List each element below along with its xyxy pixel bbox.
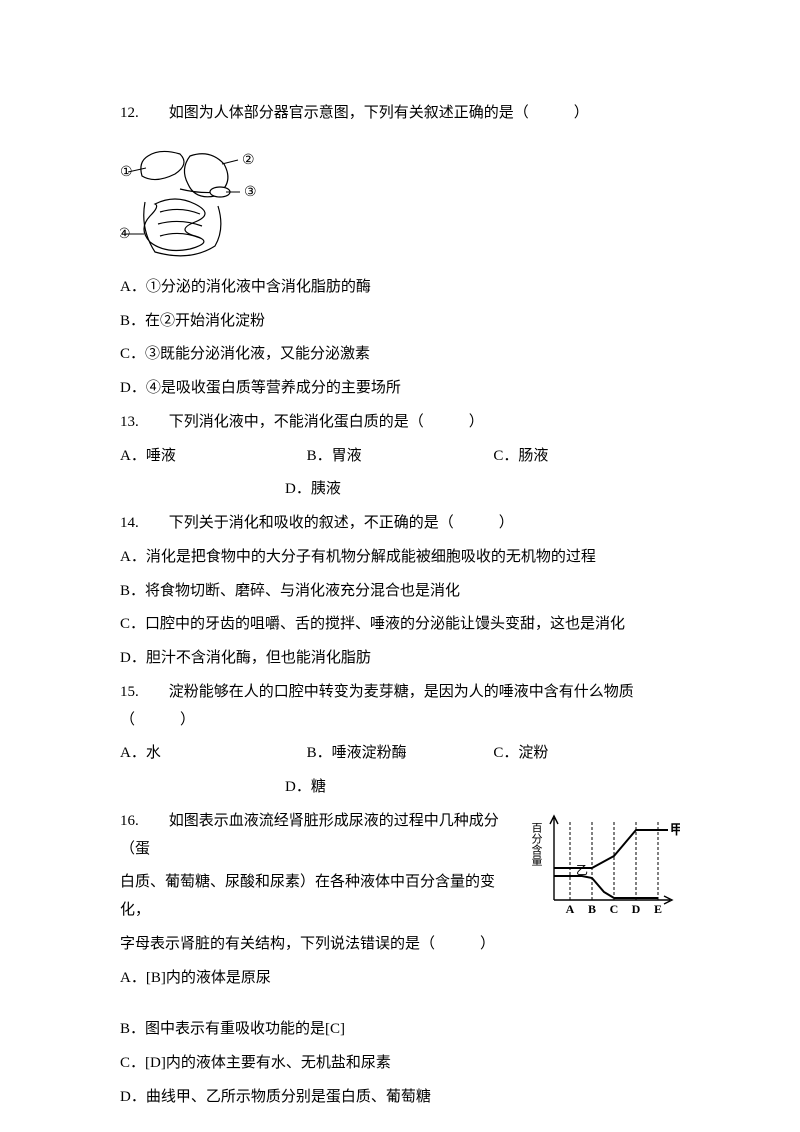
svg-text:④: ④ — [120, 227, 131, 242]
q12-diagram: ① ② ③ ④ — [120, 134, 680, 264]
q13-optA: A．唾液 — [120, 443, 307, 471]
svg-text:B: B — [588, 902, 596, 916]
q13-optC: C．肠液 — [493, 443, 680, 471]
q12-optD: D．④是吸收蛋白质等营养成分的主要场所 — [120, 375, 680, 403]
q15-optB: B．唾液淀粉酶 — [307, 740, 494, 768]
q16-stem-l1: 16. 如图表示血液流经肾脏形成尿液的过程中几种成分（蛋 — [120, 808, 524, 864]
q16-stem-l2: 白质、葡萄糖、尿酸和尿素）在各种液体中百分含量的变化， — [120, 869, 524, 925]
svg-text:E: E — [654, 902, 662, 916]
q14-optA: A．消化是把食物中的大分子有机物分解成能被细胞吸收的无机物的过程 — [120, 544, 680, 572]
q12-optC: C．③既能分泌消化液，又能分泌激素 — [120, 341, 680, 369]
q15-opts-abc: A．水 B．唾液淀粉酶 C．淀粉 — [120, 740, 680, 768]
q15-optD: D．糖 — [120, 774, 680, 802]
q14-optB: B．将食物切断、磨碎、与消化液充分混合也是消化 — [120, 578, 680, 606]
svg-text:甲: 甲 — [670, 822, 680, 837]
q16-chart: 百分含量 甲 乙 A B C D E — [532, 808, 680, 999]
svg-text:③: ③ — [244, 185, 257, 200]
q14-stem: 14. 下列关于消化和吸收的叙述，不正确的是（ ） — [120, 510, 680, 538]
svg-text:百分含量: 百分含量 — [532, 822, 543, 866]
q13-optD: D．胰液 — [120, 476, 680, 504]
q15-stem: 15. 淀粉能够在人的口腔中转变为麦芽糖，是因为人的唾液中含有什么物质（ ） — [120, 679, 680, 735]
q14-optC: C．口腔中的牙齿的咀嚼、舌的搅拌、唾液的分泌能让馒头变甜，这也是消化 — [120, 611, 680, 639]
q12-optA: A．①分泌的消化液中含消化脂肪的酶 — [120, 274, 680, 302]
q16-optA: A．[B]内的液体是原尿 — [120, 965, 524, 993]
svg-text:C: C — [610, 902, 619, 916]
q12-stem: 12. 如图为人体部分器官示意图，下列有关叙述正确的是（ ） — [120, 100, 680, 128]
q16-optB: B．图中表示有重吸收功能的是[C] — [120, 1016, 680, 1044]
q16-block: 16. 如图表示血液流经肾脏形成尿液的过程中几种成分（蛋 白质、葡萄糖、尿酸和尿… — [120, 808, 680, 999]
q15-optC: C．淀粉 — [493, 740, 680, 768]
svg-text:①: ① — [120, 165, 133, 180]
svg-text:A: A — [566, 902, 575, 916]
svg-text:乙: 乙 — [576, 863, 588, 877]
q16-stem-l3: 字母表示肾脏的有关结构，下列说法错误的是（ ） — [120, 931, 524, 959]
q13-stem: 13. 下列消化液中，不能消化蛋白质的是（ ） — [120, 409, 680, 437]
svg-text:D: D — [632, 902, 641, 916]
svg-text:②: ② — [242, 153, 255, 168]
q12-optB: B．在②开始消化淀粉 — [120, 308, 680, 336]
q13-optB: B．胃液 — [307, 443, 494, 471]
q13-opts-abc: A．唾液 B．胃液 C．肠液 — [120, 443, 680, 471]
q15-optA: A．水 — [120, 740, 307, 768]
q14-optD: D．胆汁不含消化酶，但也能消化脂肪 — [120, 645, 680, 673]
q16-optD: D．曲线甲、乙所示物质分别是蛋白质、葡萄糖 — [120, 1084, 680, 1112]
q16-optC: C．[D]内的液体主要有水、无机盐和尿素 — [120, 1050, 680, 1078]
